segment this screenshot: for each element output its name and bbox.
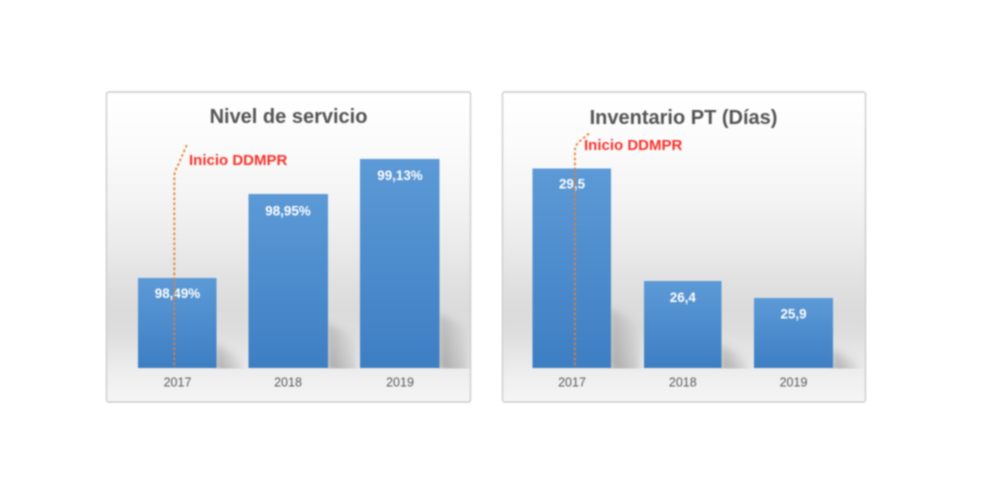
- svg-text:98,49%: 98,49%: [155, 286, 201, 301]
- svg-text:Inventario PT (Días): Inventario PT (Días): [590, 107, 778, 129]
- svg-text:Inicio DDMPR: Inicio DDMPR: [189, 152, 288, 169]
- svg-text:2018: 2018: [274, 376, 302, 390]
- svg-text:2019: 2019: [780, 376, 808, 390]
- svg-text:2017: 2017: [558, 376, 586, 390]
- svg-text:26,4: 26,4: [670, 290, 697, 305]
- svg-text:99,13%: 99,13%: [377, 168, 423, 183]
- svg-text:2018: 2018: [669, 376, 697, 390]
- svg-text:25,9: 25,9: [780, 307, 806, 322]
- svg-text:Nivel de servicio: Nivel de servicio: [210, 106, 368, 128]
- svg-text:2019: 2019: [386, 376, 414, 390]
- svg-text:98,95%: 98,95%: [265, 204, 311, 219]
- svg-text:29,5: 29,5: [559, 177, 586, 192]
- svg-text:2017: 2017: [164, 376, 192, 390]
- svg-text:Inicio DDMPR: Inicio DDMPR: [584, 137, 683, 154]
